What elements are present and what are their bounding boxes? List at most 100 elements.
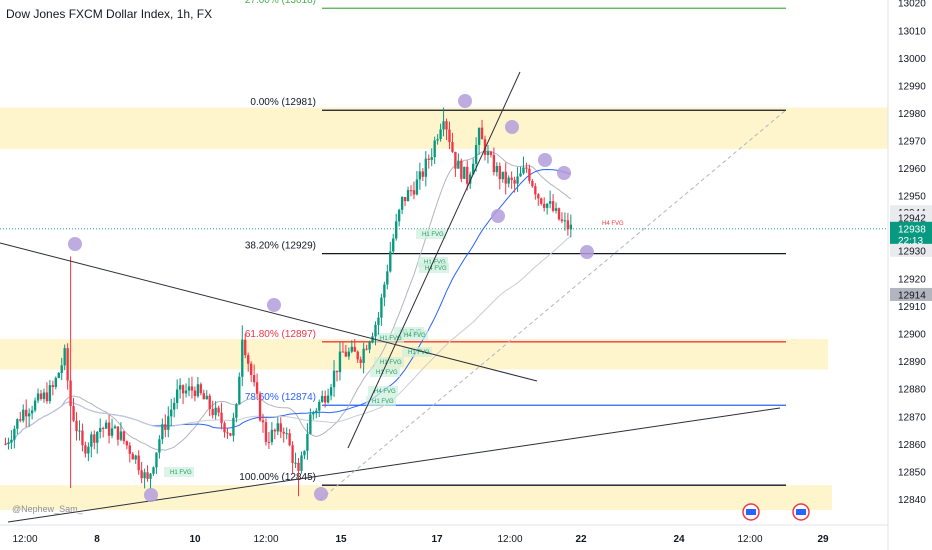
fvg-box-12 — [374, 357, 404, 367]
candle-body — [540, 198, 543, 204]
candle-body — [560, 219, 564, 222]
candle-body — [63, 348, 66, 366]
candle-body — [167, 416, 170, 430]
candle-body — [267, 442, 271, 444]
candle-body — [430, 157, 433, 160]
candle-body — [36, 393, 40, 401]
fvg-label-6: H1 FVG — [376, 370, 398, 376]
time-axis[interactable]: 12:00 8 10 12:00 15 17 12:00 22 24 12:00 29 — [0, 524, 888, 545]
chart-title: Dow Jones FXCM Dollar Index, 1h, FX — [6, 7, 213, 21]
price-tick-label: 12980 — [898, 109, 926, 120]
candle-body — [78, 430, 81, 432]
candle-body — [510, 177, 513, 180]
candle-body — [161, 424, 164, 440]
candle-body — [548, 201, 552, 204]
price-tick-label: 12880 — [898, 385, 926, 396]
candle-body — [534, 186, 537, 195]
candle-body — [205, 395, 208, 400]
candle-body — [519, 173, 522, 177]
candle-body — [158, 439, 161, 453]
candle-body — [466, 166, 469, 184]
supply-demand-zones — [0, 107, 888, 511]
candle-body — [306, 433, 309, 451]
candle-body — [249, 363, 253, 376]
candle-body — [39, 393, 43, 399]
fvg-label-9: H1 FVG — [170, 470, 192, 476]
candle-body — [90, 434, 93, 447]
candle-body — [229, 433, 232, 436]
candle-body — [226, 432, 229, 434]
candle-body — [380, 297, 383, 318]
candle-body — [329, 387, 333, 396]
candle-body — [220, 412, 223, 424]
candle-body — [282, 431, 285, 434]
candle-body — [16, 419, 19, 429]
candle-body — [54, 377, 57, 387]
candle-body — [96, 431, 99, 443]
candle-body — [403, 196, 407, 202]
candle-body — [551, 201, 555, 211]
candle-body — [48, 385, 52, 402]
candle-body — [146, 472, 149, 479]
candle-body — [495, 165, 499, 173]
candle-body — [45, 392, 49, 402]
candle-body — [140, 470, 143, 479]
candle-body — [178, 385, 182, 390]
candle-body — [377, 317, 380, 325]
price-label-2: 12938 — [898, 224, 926, 235]
candle-body — [60, 365, 63, 373]
price-tick-label: 12920 — [898, 274, 926, 285]
candle-body — [477, 127, 481, 146]
fib-label-5: 100.00% (12845) — [239, 472, 316, 483]
candle-body — [374, 324, 377, 337]
candle-body — [563, 220, 567, 222]
candle-body — [365, 348, 368, 350]
zone-2 — [0, 485, 832, 511]
candle-body — [303, 450, 306, 456]
candle-body — [175, 389, 179, 403]
candle-body — [69, 380, 72, 407]
candle-body — [300, 455, 303, 471]
candle-body — [288, 433, 291, 446]
candle-body — [335, 370, 339, 373]
candle-body — [332, 370, 336, 388]
candle-body — [297, 462, 300, 471]
candle-body — [75, 420, 78, 432]
fvg-label-7: H4 FVG — [374, 389, 396, 395]
candle-body — [356, 351, 359, 360]
candle-body — [232, 417, 235, 436]
candle-body — [93, 434, 96, 443]
swing-marker-2 — [144, 488, 158, 502]
candle-body — [418, 171, 422, 180]
candle-body — [321, 395, 324, 402]
candle-body — [143, 472, 146, 479]
time-tick-label: 29 — [817, 534, 829, 545]
time-tick-label: 17 — [431, 534, 443, 545]
fvg-label-10: H4 FVG — [602, 221, 624, 227]
candle-body — [131, 453, 134, 460]
trend-lines — [0, 71, 787, 523]
candle-body — [116, 426, 120, 440]
candle-body — [187, 386, 191, 391]
candle-body — [19, 419, 22, 421]
fvg-label-5: H1 FVG — [408, 350, 430, 356]
candle-body — [528, 168, 531, 181]
downtrend-line — [0, 242, 538, 382]
candle-body — [522, 167, 525, 174]
fvg-box-8 — [366, 396, 396, 406]
candle-body — [279, 423, 282, 432]
candle-body — [217, 407, 220, 413]
author-watermark: @Nephew_Sam_ — [12, 504, 83, 514]
fvg-box-2 — [419, 263, 449, 273]
steep-trend-line — [347, 71, 521, 449]
price-axis[interactable]: 13020 13010 13000 12990 12980 12970 12960 12950… — [887, 0, 932, 550]
time-tick-label: 8 — [94, 534, 100, 545]
time-tick-label: 24 — [673, 534, 685, 545]
fib-label-3: 61.80% (12897) — [245, 329, 316, 340]
candle-body — [7, 442, 10, 444]
candle-body — [181, 385, 185, 394]
fibonacci-levels: 27.00% (13018) 0.00% (12981) 38.20% (12929… — [0, 0, 888, 486]
candle-body — [471, 163, 475, 175]
fvg-box-0 — [416, 229, 446, 239]
